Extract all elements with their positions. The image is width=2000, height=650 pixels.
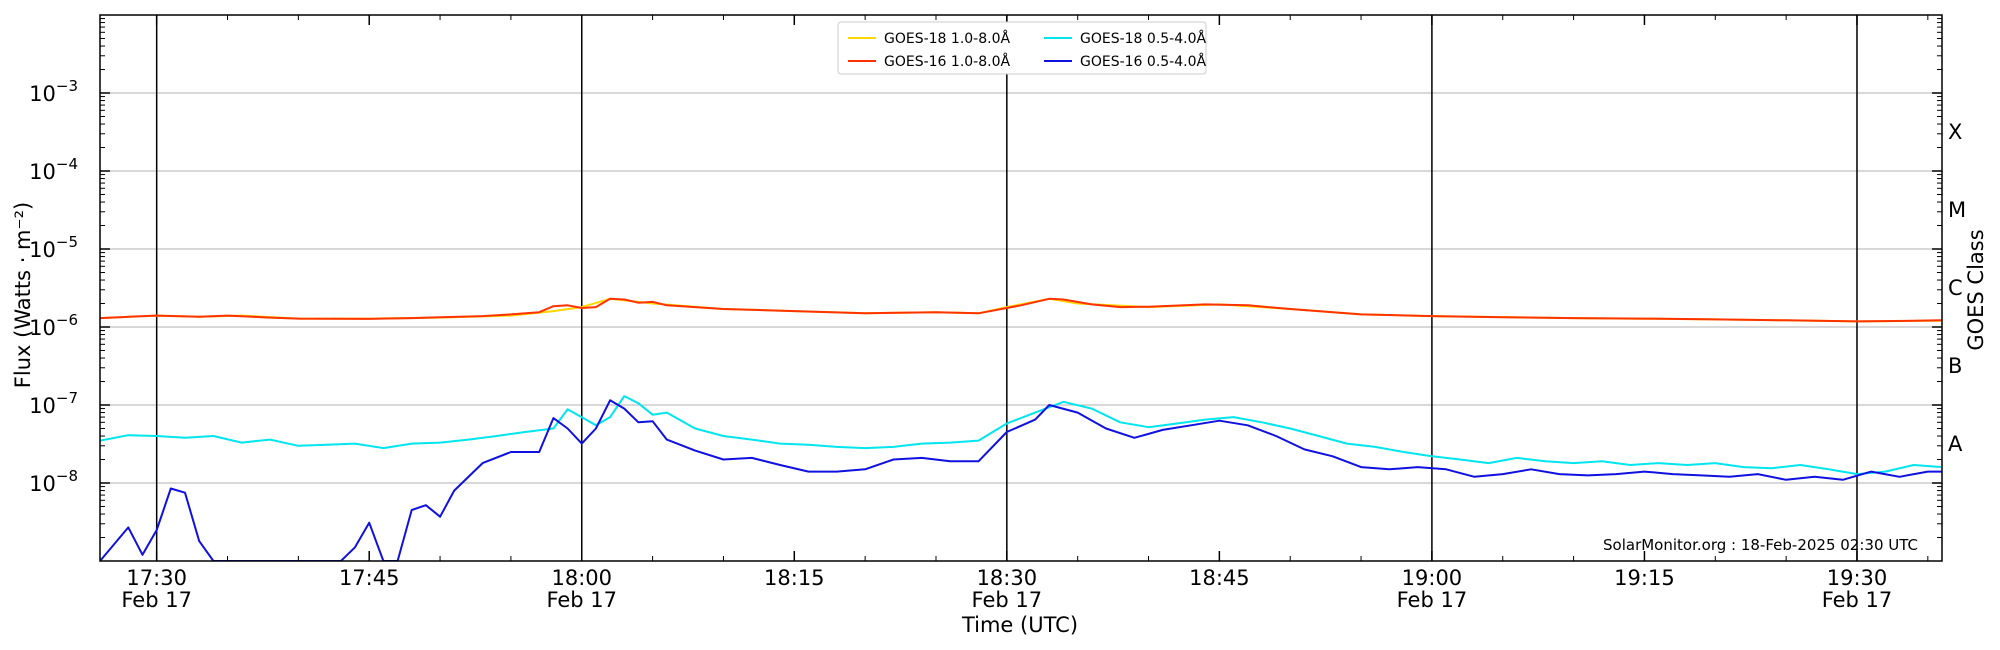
credit-text: SolarMonitor.org : 18-Feb-2025 02:30 UTC — [1603, 536, 1918, 554]
legend-frame — [837, 21, 1207, 75]
series-line-1 — [100, 297, 1942, 323]
legend-label: GOES-16 1.0-8.0Å — [884, 53, 1010, 70]
right-axis-title: GOES Class — [1964, 229, 1988, 350]
series-lines — [100, 297, 1942, 561]
x-tick-date-label: Feb 17 — [972, 588, 1043, 612]
gridlines — [100, 92, 1942, 484]
x-tick-label: 17:45 — [339, 566, 400, 590]
legend-label: GOES-18 0.5-4.0Å — [1080, 30, 1206, 47]
x-tick-date-label: Feb 17 — [546, 588, 617, 612]
y-tick-label: 10−4 — [29, 155, 78, 184]
goes-class-a: A — [1948, 432, 1963, 456]
y-tick-label: 10−3 — [29, 77, 78, 106]
x-tick-date-label: Feb 17 — [1822, 588, 1893, 612]
x-tick-label: 19:00 — [1402, 566, 1463, 590]
x-tick-label: 18:00 — [551, 566, 612, 590]
y-tick-label: 10−8 — [29, 467, 78, 496]
y-tick-label: 10−6 — [29, 311, 78, 340]
legend-label: GOES-16 0.5-4.0Å — [1080, 53, 1206, 70]
series-line-2 — [100, 395, 1942, 476]
y-axis-ticks: 10−3 10−4 10−5 10−6 10−7 10−8 — [29, 18, 1942, 539]
x-tick-date-label: Feb 17 — [121, 588, 192, 612]
goes-class-b: B — [1948, 354, 1962, 378]
day-markers — [155, 15, 1858, 561]
legend: GOES-18 1.0-8.0Å GOES-16 1.0-8.0Å GOES-18 … — [837, 21, 1207, 75]
x-tick-label: 18:15 — [764, 566, 825, 590]
goes-class-labels: X M C B A — [1948, 120, 1966, 456]
x-tick-label: 18:30 — [977, 566, 1038, 590]
plot-frame — [99, 14, 1943, 562]
goes-class-m: M — [1948, 198, 1966, 222]
goes-class-x: X — [1948, 120, 1962, 144]
legend-label: GOES-18 1.0-8.0Å — [884, 30, 1010, 47]
x-axis-title: Time (UTC) — [961, 613, 1078, 637]
x-tick-label: 19:15 — [1614, 566, 1675, 590]
y-axis-title: Flux (Watts · m⁻²) — [11, 202, 35, 388]
series-line-3 — [100, 399, 1942, 561]
x-tick-label: 17:30 — [126, 566, 187, 590]
x-tick-label: 19:30 — [1827, 566, 1888, 590]
y-tick-label: 10−7 — [29, 389, 78, 418]
x-tick-label: 18:45 — [1189, 566, 1250, 590]
x-tick-date-label: Feb 17 — [1397, 588, 1468, 612]
y-tick-label: 10−5 — [29, 233, 78, 262]
goes-class-c: C — [1948, 276, 1963, 300]
